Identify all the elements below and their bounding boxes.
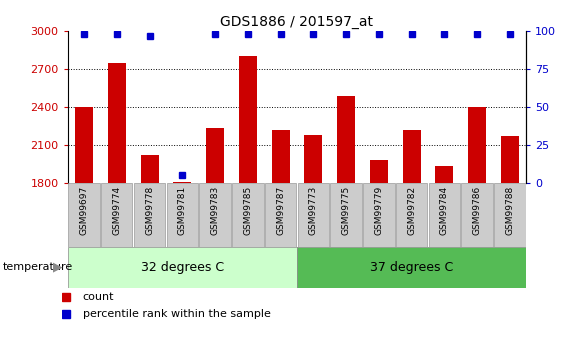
Text: ▶: ▶ [53, 261, 62, 274]
Bar [108, 63, 126, 183]
Text: count: count [83, 292, 114, 302]
Bar [75, 107, 93, 183]
Text: GSM99785: GSM99785 [243, 185, 252, 235]
Bar [363, 183, 395, 247]
Bar [297, 247, 526, 288]
Bar [370, 160, 388, 183]
Bar [468, 107, 486, 183]
Text: 37 degrees C: 37 degrees C [370, 261, 453, 274]
Bar [68, 247, 297, 288]
Bar [166, 183, 198, 247]
Bar [199, 183, 230, 247]
Text: GSM99774: GSM99774 [112, 185, 121, 235]
Bar [173, 181, 191, 183]
Text: 32 degrees C: 32 degrees C [141, 261, 224, 274]
Bar [396, 183, 427, 247]
Text: GSM99775: GSM99775 [342, 185, 350, 235]
Bar [462, 183, 493, 247]
Text: GSM99773: GSM99773 [309, 185, 318, 235]
Bar [141, 155, 159, 183]
Bar [68, 183, 100, 247]
Text: GSM99779: GSM99779 [375, 185, 383, 235]
Bar [206, 128, 224, 183]
Bar [239, 56, 257, 183]
Title: GDS1886 / 201597_at: GDS1886 / 201597_at [220, 14, 373, 29]
Bar [403, 130, 420, 183]
Text: GSM99782: GSM99782 [407, 185, 416, 235]
Text: GSM99697: GSM99697 [79, 185, 89, 235]
Bar [435, 166, 453, 183]
Bar [265, 183, 296, 247]
Text: GSM99788: GSM99788 [505, 185, 514, 235]
Bar [337, 96, 355, 183]
Bar [330, 183, 362, 247]
Text: GSM99786: GSM99786 [473, 185, 482, 235]
Text: GSM99778: GSM99778 [145, 185, 154, 235]
Text: GSM99784: GSM99784 [440, 185, 449, 235]
Text: temperature: temperature [3, 263, 73, 272]
Bar [272, 130, 289, 183]
Bar [134, 183, 165, 247]
Bar [298, 183, 329, 247]
Bar [232, 183, 263, 247]
Bar [501, 136, 519, 183]
Bar [494, 183, 526, 247]
Text: GSM99787: GSM99787 [276, 185, 285, 235]
Text: percentile rank within the sample: percentile rank within the sample [83, 309, 270, 319]
Text: GSM99783: GSM99783 [211, 185, 219, 235]
Bar [429, 183, 460, 247]
Bar [101, 183, 132, 247]
Bar [305, 135, 322, 183]
Text: GSM99781: GSM99781 [178, 185, 187, 235]
